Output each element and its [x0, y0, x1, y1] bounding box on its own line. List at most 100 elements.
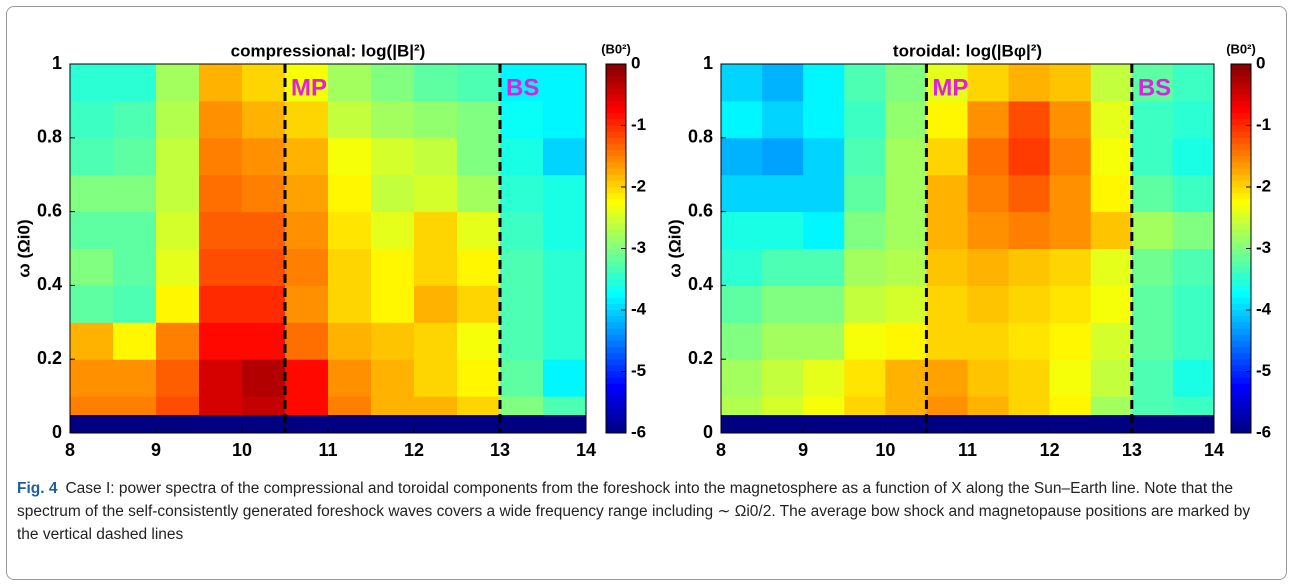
heat-cell [328, 211, 372, 249]
colorbar-stripe [606, 131, 626, 139]
colorbar-stripe [1231, 414, 1251, 422]
heat-cell [70, 285, 114, 323]
heat-cell [1008, 100, 1051, 139]
colorbar-stripe [1231, 322, 1251, 329]
colorbar-stripe [1231, 193, 1251, 200]
x-tick-label: 11 [318, 440, 337, 460]
heat-cell [721, 137, 763, 176]
colorbar-tick-label: -6 [631, 422, 646, 441]
heat-cell [1090, 322, 1133, 360]
colorbar-stripe [606, 359, 626, 366]
colorbar-stripe [1231, 316, 1251, 323]
colorbar-stripe [606, 168, 626, 176]
colorbar-stripe [606, 125, 626, 133]
y-tick-label: 0.8 [37, 127, 62, 147]
heat-cell [967, 414, 1010, 434]
heat-cell [457, 100, 501, 139]
colorbar-stripe [606, 396, 626, 403]
colorbar-stripe [1231, 291, 1251, 299]
colorbar-stripe [1231, 242, 1251, 249]
heat-cell [328, 137, 372, 176]
heat-cell [1090, 285, 1133, 323]
heat-cell [762, 174, 804, 213]
colorbar-stripe [606, 353, 626, 360]
heat-cell [721, 174, 763, 213]
heat-cell [199, 100, 243, 139]
colorbar-stripe [606, 137, 626, 145]
heat-cell [371, 396, 415, 416]
chart-title: compressional: log(|B|²) [231, 41, 426, 60]
colorbar-tick-label: -4 [1256, 299, 1272, 318]
heat-cell [967, 137, 1010, 176]
heat-cell [543, 211, 587, 249]
y-tick-label: 0.8 [688, 127, 713, 147]
heat-cell [1131, 285, 1174, 323]
colorbar-label: (B0²) [1226, 41, 1256, 56]
heat-cell [457, 359, 501, 397]
heat-cell [500, 211, 544, 249]
x-tick-label: 11 [958, 440, 977, 460]
heat-cell [156, 396, 200, 416]
colorbar-stripe [1231, 328, 1251, 336]
x-tick-label: 13 [1122, 440, 1142, 460]
heat-cell [803, 248, 845, 286]
colorbar-stripe [606, 303, 626, 311]
heat-cell [1131, 100, 1174, 139]
heat-cell [457, 64, 501, 102]
heat-cell [371, 414, 415, 434]
heat-cell [926, 285, 968, 323]
heat-cell [885, 64, 927, 102]
colorbar-stripe [1231, 346, 1251, 354]
heat-cell [1172, 64, 1215, 102]
colorbar-stripe [606, 174, 626, 182]
heat-cell [70, 64, 114, 102]
y-tick-label: 0.6 [37, 200, 62, 220]
colorbar-stripe [606, 82, 626, 90]
x-tick-label: 8 [716, 440, 726, 460]
heat-cell [967, 285, 1010, 323]
heat-cell [113, 248, 157, 286]
heat-cell [1008, 285, 1051, 323]
heat-cell [242, 100, 286, 139]
heat-cell [543, 64, 587, 102]
heat-cell [285, 359, 329, 397]
colorbar-stripe [1231, 359, 1251, 366]
colorbar-stripe [1231, 254, 1251, 262]
heat-cell [1090, 248, 1133, 286]
colorbar-stripe [606, 383, 626, 391]
marker-label: MP [291, 74, 327, 101]
colorbar-stripe [606, 143, 626, 151]
colorbar-stripe [606, 266, 626, 274]
marker-label: BS [506, 74, 539, 101]
heat-cell [803, 174, 845, 213]
heat-cell [1008, 174, 1051, 213]
colorbar-tick-label: -1 [1256, 115, 1271, 134]
colorbar-tick-label: -5 [631, 361, 646, 380]
colorbar-stripe [606, 162, 626, 170]
heat-cell [543, 100, 587, 139]
heat-cell [414, 322, 458, 360]
x-tick-label: 14 [1204, 440, 1224, 460]
heat-cell [844, 414, 886, 434]
y-axis-label: ω (Ωi0) [14, 219, 33, 277]
heat-cell [242, 285, 286, 323]
heat-cell [285, 285, 329, 323]
heat-cell [500, 396, 544, 416]
colorbar-stripe [606, 310, 626, 317]
colorbar-stripe [606, 371, 626, 379]
heat-cell [885, 396, 927, 416]
heat-cell [967, 359, 1010, 397]
heat-cell [721, 414, 763, 434]
heat-cell [414, 174, 458, 213]
heat-cell [1131, 211, 1174, 249]
heat-cell [113, 174, 157, 213]
heat-cell [328, 174, 372, 213]
colorbar-stripe [1231, 205, 1251, 213]
colorbar-stripe [1231, 260, 1251, 268]
heat-cell [1049, 322, 1092, 360]
heat-cell [1131, 396, 1174, 416]
heat-cell [371, 248, 415, 286]
y-tick-label: 0.2 [37, 348, 62, 368]
heat-cell [457, 137, 501, 176]
